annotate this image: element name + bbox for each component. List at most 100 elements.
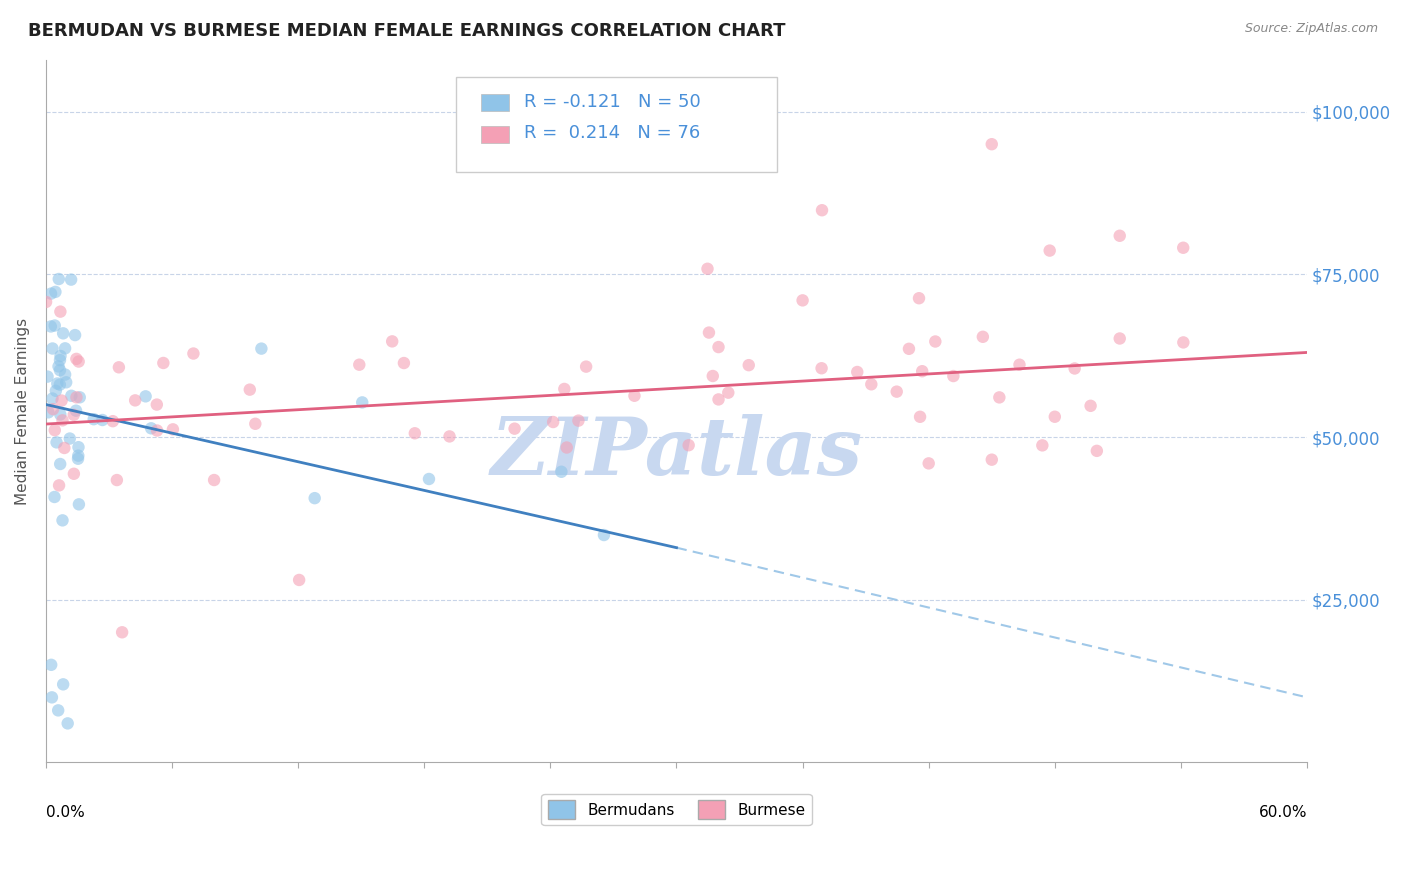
Point bbox=[593, 528, 616, 542]
Point bbox=[67, 440, 90, 454]
Point bbox=[49, 353, 72, 368]
Point bbox=[52, 326, 75, 341]
Point bbox=[686, 118, 709, 132]
Point bbox=[69, 390, 91, 404]
Point bbox=[37, 405, 59, 419]
Point bbox=[49, 408, 72, 422]
Point bbox=[46, 703, 69, 717]
Point bbox=[67, 354, 90, 368]
Point bbox=[911, 364, 934, 378]
Point bbox=[1031, 438, 1053, 452]
Text: 0.0%: 0.0% bbox=[46, 805, 84, 820]
Point bbox=[1173, 241, 1195, 255]
Point bbox=[41, 392, 63, 406]
Point bbox=[83, 412, 105, 426]
Point bbox=[678, 438, 700, 452]
Text: 60.0%: 60.0% bbox=[1258, 805, 1308, 820]
Point bbox=[810, 361, 832, 376]
Point bbox=[738, 358, 761, 372]
Y-axis label: Median Female Earnings: Median Female Earnings bbox=[15, 318, 30, 505]
Point bbox=[908, 291, 931, 305]
Point bbox=[250, 342, 273, 356]
Point bbox=[135, 389, 157, 403]
Point bbox=[141, 421, 163, 435]
Point bbox=[550, 465, 572, 479]
Point bbox=[146, 398, 169, 412]
Point bbox=[44, 490, 66, 504]
Point bbox=[146, 424, 169, 438]
Point bbox=[41, 342, 63, 356]
Point bbox=[288, 573, 311, 587]
Point bbox=[707, 340, 730, 354]
Point bbox=[39, 319, 62, 334]
Text: R =  0.214   N = 76: R = 0.214 N = 76 bbox=[524, 124, 700, 143]
Text: ZIPatlas: ZIPatlas bbox=[491, 415, 862, 491]
Point bbox=[44, 318, 66, 333]
Point bbox=[65, 390, 87, 404]
Point bbox=[811, 203, 834, 218]
FancyBboxPatch shape bbox=[481, 126, 509, 143]
Point bbox=[60, 389, 83, 403]
Point bbox=[49, 457, 72, 471]
Point bbox=[707, 392, 730, 407]
Text: Source: ZipAtlas.com: Source: ZipAtlas.com bbox=[1244, 22, 1378, 36]
Point bbox=[53, 342, 76, 356]
Point bbox=[575, 359, 598, 374]
Legend: Bermudans, Burmese: Bermudans, Burmese bbox=[541, 794, 811, 825]
Point bbox=[980, 137, 1002, 152]
Point bbox=[44, 285, 66, 299]
Point bbox=[245, 417, 267, 431]
Point bbox=[1108, 228, 1130, 243]
Point bbox=[35, 294, 58, 309]
Point bbox=[48, 478, 70, 492]
Point bbox=[702, 369, 724, 384]
Point bbox=[49, 304, 72, 318]
Point bbox=[44, 423, 66, 437]
Point bbox=[51, 393, 73, 408]
Point bbox=[304, 491, 326, 505]
Point bbox=[41, 690, 63, 705]
Point bbox=[51, 513, 73, 527]
Point bbox=[1043, 409, 1066, 424]
Point bbox=[55, 376, 77, 390]
Point bbox=[942, 369, 965, 384]
Point bbox=[1173, 335, 1195, 350]
Point bbox=[53, 441, 76, 455]
Point bbox=[541, 415, 564, 429]
Point bbox=[897, 342, 920, 356]
Point bbox=[1008, 358, 1031, 372]
Point bbox=[60, 272, 83, 286]
Point bbox=[1063, 361, 1085, 376]
FancyBboxPatch shape bbox=[456, 78, 778, 172]
Point bbox=[62, 408, 84, 422]
Point bbox=[924, 334, 946, 349]
Point bbox=[66, 451, 89, 466]
Point bbox=[101, 414, 124, 428]
Point bbox=[67, 449, 90, 463]
Point bbox=[846, 365, 869, 379]
Point bbox=[972, 330, 994, 344]
Point bbox=[1080, 399, 1102, 413]
Point bbox=[49, 363, 72, 377]
Point bbox=[111, 625, 134, 640]
Point bbox=[1108, 331, 1130, 345]
Point bbox=[908, 409, 931, 424]
Point bbox=[67, 497, 90, 511]
Point bbox=[42, 402, 65, 417]
Point bbox=[48, 359, 70, 374]
Point bbox=[46, 376, 69, 391]
Point bbox=[105, 473, 128, 487]
Point bbox=[980, 452, 1002, 467]
Point bbox=[202, 473, 225, 487]
Point bbox=[52, 677, 75, 691]
Point bbox=[418, 472, 440, 486]
Point bbox=[49, 377, 72, 392]
FancyBboxPatch shape bbox=[481, 95, 509, 112]
Point bbox=[183, 346, 205, 360]
Point bbox=[63, 328, 86, 343]
Text: BERMUDAN VS BURMESE MEDIAN FEMALE EARNINGS CORRELATION CHART: BERMUDAN VS BURMESE MEDIAN FEMALE EARNIN… bbox=[28, 22, 786, 40]
Point bbox=[1039, 244, 1062, 258]
Point bbox=[56, 716, 79, 731]
Point bbox=[349, 358, 371, 372]
Point bbox=[48, 272, 70, 286]
